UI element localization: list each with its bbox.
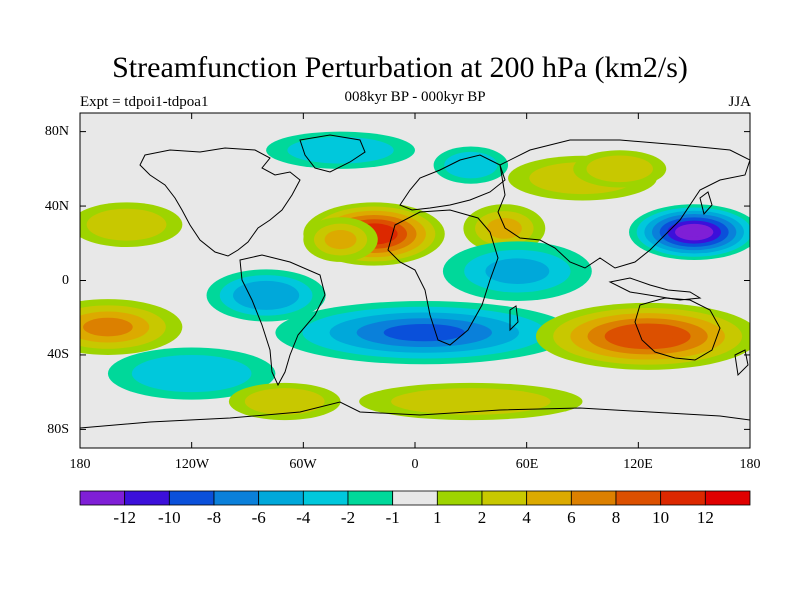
lat-label-equator: 0: [62, 273, 69, 288]
contour-band: [324, 229, 357, 250]
axis-ticks: [79, 113, 751, 448]
colorbar-label: 1: [433, 508, 442, 527]
coastline-australia: [634, 297, 721, 361]
anomaly-north-pacific-high: [80, 202, 183, 247]
anomaly-southern-ocean-high: [228, 382, 341, 421]
colorbar-box: [436, 490, 483, 506]
contour-band: [246, 286, 286, 305]
contour-band: [308, 142, 373, 159]
coastline-africa: [387, 209, 499, 346]
lat-label-40s: 40S: [47, 347, 69, 362]
contour-band: [621, 328, 674, 345]
lon-label-120e: 120E: [623, 457, 653, 472]
contour-field: [80, 131, 750, 421]
lon-label-120w: 120W: [174, 457, 210, 472]
colorbar-box: [302, 490, 349, 506]
anomaly-south-pacific-high: [80, 299, 183, 355]
colorbar-box: [392, 490, 438, 506]
anomaly-south-america-low: [206, 269, 326, 322]
colorbar-label: -6: [251, 508, 266, 527]
colorbar-label: 4: [522, 508, 531, 527]
colorbar-box: [258, 490, 304, 506]
coastline-europe: [399, 154, 506, 211]
colorbar-label: -1: [385, 508, 400, 527]
plot-title: Streamfunction Perturbation at 200 hPa (…: [112, 51, 688, 84]
colorbar-label: 12: [696, 508, 714, 527]
coastline-indonesia: [608, 277, 702, 301]
anomaly-atlantic-high: [303, 217, 378, 262]
colorbar-label: 8: [611, 508, 621, 527]
anomaly-china-high: [573, 150, 667, 188]
plot-subtitle: 008kyr BP - 000kyr BP: [344, 89, 486, 105]
contour-band: [260, 393, 309, 410]
colorbar-label: -8: [206, 508, 222, 527]
lon-label-180w: 180: [69, 457, 91, 472]
colorbar-box: [79, 490, 126, 506]
coastline-japan: [699, 191, 713, 216]
colorbar-box: [481, 490, 528, 506]
contour-band: [383, 323, 465, 342]
colorbar-label: 6: [567, 508, 576, 527]
colorbar-label: -10: [157, 508, 181, 527]
colorbar-box: [124, 490, 170, 506]
coastline-south-america: [239, 254, 326, 387]
lon-label-0: 0: [411, 457, 419, 472]
lon-label-60w: 60W: [289, 457, 317, 472]
coastline-greenland: [299, 134, 366, 173]
experiment-label: Expt = tdpoi1-tdpoa1: [80, 94, 209, 110]
anomaly-europe-low: [433, 146, 509, 184]
lon-label-60e: 60E: [515, 457, 539, 472]
colorbar: [79, 490, 751, 506]
colorbar-box: [615, 490, 662, 506]
contour-band: [599, 160, 640, 177]
coastline-antarctica: [80, 401, 750, 429]
coastline-madagascar: [509, 305, 519, 332]
contour-band: [102, 215, 151, 235]
colorbar-label: 10: [652, 508, 670, 527]
anomaly-arctic-low: [266, 131, 415, 169]
contour-band: [682, 227, 706, 238]
lat-label-80n: 80N: [44, 124, 69, 139]
anomaly-indian-ocean-low: [442, 241, 592, 301]
lon-label-180e: 180: [739, 457, 761, 472]
contour-band: [485, 258, 550, 284]
colorbar-box: [213, 490, 260, 506]
coastline-asia: [497, 139, 750, 269]
anomaly-west-pacific-low: [629, 204, 750, 261]
anomaly-south-atlantic-low: [275, 300, 574, 365]
anomaly-south-pacific-low: [107, 347, 276, 400]
coastlines: [80, 134, 750, 429]
colorbar-label: -2: [340, 508, 356, 527]
colorbar-box: [347, 490, 394, 506]
contour-band: [422, 393, 519, 410]
colorbar-box: [704, 490, 751, 506]
colorbar-label: -12: [113, 508, 136, 527]
coastline-new-zealand: [734, 349, 749, 377]
colorbar-label: -4: [296, 508, 311, 527]
colorbar-box: [168, 490, 215, 506]
colorbar-box: [570, 490, 617, 506]
contour-band: [83, 317, 133, 337]
lat-label-80s: 80S: [47, 422, 69, 437]
anomaly-australia-high: [536, 302, 750, 370]
season-label: JJA: [728, 94, 751, 110]
anomaly-southern-ocean-high-2: [359, 382, 583, 421]
coastline-north-america: [139, 147, 301, 257]
lat-label-40n: 40N: [44, 199, 69, 214]
contour-band: [454, 157, 487, 174]
colorbar-box: [660, 490, 706, 506]
colorbar-box: [526, 490, 572, 506]
contour-band: [155, 362, 228, 385]
colorbar-label: 2: [477, 508, 487, 527]
